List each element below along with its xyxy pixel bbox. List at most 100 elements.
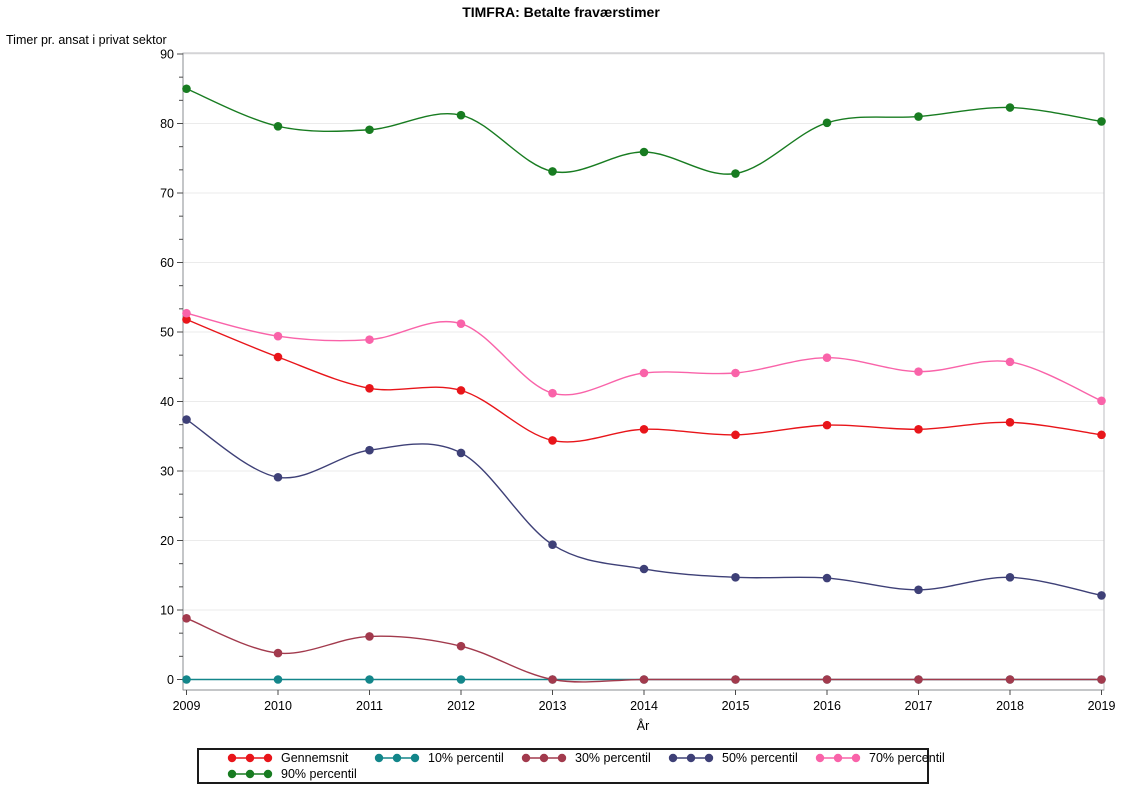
series-marker-70-percentil	[456, 319, 466, 328]
series-line-70-percentil	[186, 312, 1102, 402]
series-marker-90-percentil	[182, 84, 191, 94]
series-line-90-percentil	[186, 88, 1102, 175]
legend-label: 30% percentil	[575, 751, 651, 765]
series-marker-30-percentil	[456, 641, 466, 651]
series-marker-90-percentil	[365, 125, 374, 135]
y-tick-label: 30	[160, 465, 174, 479]
y-tick-label: 60	[160, 256, 174, 270]
series-marker-90-percentil	[822, 118, 832, 128]
series-marker-50-percentil	[548, 540, 557, 549]
y-axis-ticks: 0 10 20 30 40 50 60 70 80 90	[160, 48, 183, 687]
series-marker-70-percentil	[731, 368, 740, 378]
series-marker-30-percentil	[639, 675, 649, 684]
series-marker-90-percentil	[548, 167, 557, 176]
x-tick-label: 2012	[447, 699, 475, 713]
series-marker-10-percentil	[273, 675, 283, 684]
series-marker-10-percentil	[456, 675, 466, 684]
x-tick-label: 2011	[356, 699, 383, 713]
legend-row: Gennemsnit 10% percentil 30% percentil 50% …	[227, 750, 945, 766]
legend-label: 90% percentil	[281, 767, 357, 781]
series-marker-50-percentil	[365, 445, 374, 455]
legend-item: Gennemsnit	[227, 751, 374, 765]
series-marker-50-percentil	[731, 573, 740, 582]
series-marker-gennemsnit	[1005, 418, 1015, 427]
series-marker-gennemsnit	[639, 425, 649, 434]
legend-item: 90% percentil	[227, 767, 357, 781]
legend-item: 10% percentil	[374, 751, 521, 765]
series-marker-30-percentil	[1097, 675, 1106, 684]
legend-marker-icon	[227, 753, 273, 763]
x-tick-label: 2014	[630, 699, 658, 713]
series-marker-gennemsnit	[548, 436, 557, 445]
series-marker-90-percentil	[273, 121, 283, 131]
series-marker-70-percentil	[548, 388, 557, 398]
series-marker-90-percentil	[456, 110, 466, 120]
legend: Gennemsnit 10% percentil 30% percentil 50% …	[197, 748, 945, 784]
legend-item: 70% percentil	[815, 751, 945, 765]
series-line-30-percentil	[186, 617, 1102, 683]
legend-item: 50% percentil	[668, 751, 815, 765]
x-tick-label: 2013	[539, 699, 567, 713]
series-90-percentil	[182, 84, 1106, 178]
series-marker-gennemsnit	[914, 425, 923, 434]
series-marker-50-percentil	[639, 564, 649, 574]
legend-label: 10% percentil	[428, 751, 504, 765]
series-gennemsnit	[182, 315, 1106, 445]
legend-marker-icon	[227, 769, 273, 779]
y-tick-label: 80	[160, 117, 174, 131]
series-marker-50-percentil	[1005, 573, 1015, 582]
legend-label: 50% percentil	[722, 751, 798, 765]
series-marker-90-percentil	[731, 169, 740, 178]
series-marker-gennemsnit	[182, 315, 191, 324]
x-tick-label: 2015	[722, 699, 750, 713]
series-marker-70-percentil	[365, 335, 374, 344]
legend-label: Gennemsnit	[281, 751, 349, 765]
series-line-gennemsnit	[186, 318, 1102, 443]
series-marker-70-percentil	[182, 308, 191, 318]
legend-row: 90% percentil	[227, 766, 927, 782]
y-tick-label: 0	[167, 673, 174, 687]
series-marker-90-percentil	[914, 112, 923, 121]
y-tick-label: 40	[160, 395, 174, 409]
series-marker-50-percentil	[822, 573, 832, 583]
series-marker-30-percentil	[273, 648, 283, 658]
series-70-percentil	[182, 308, 1106, 406]
legend-item: 30% percentil	[521, 751, 668, 765]
x-tick-label: 2009	[173, 699, 201, 713]
series-marker-50-percentil	[914, 585, 923, 595]
x-tick-label: 2019	[1088, 699, 1116, 713]
series-50-percentil	[182, 415, 1106, 600]
legend-marker-icon	[374, 753, 420, 763]
series-marker-gennemsnit	[1097, 430, 1106, 440]
series-marker-gennemsnit	[273, 352, 283, 362]
series-marker-70-percentil	[914, 367, 923, 376]
series-marker-gennemsnit	[822, 420, 832, 430]
series-30-percentil	[182, 614, 1106, 684]
series-marker-90-percentil	[639, 147, 649, 157]
series-marker-50-percentil	[182, 415, 191, 424]
y-tick-label: 20	[160, 534, 174, 548]
x-tick-label: 2016	[813, 699, 841, 713]
series-marker-30-percentil	[548, 675, 557, 684]
y-tick-label: 90	[160, 48, 174, 62]
y-tick-label: 10	[160, 604, 174, 618]
series-marker-70-percentil	[639, 368, 649, 378]
series-marker-70-percentil	[1005, 357, 1015, 367]
series-marker-30-percentil	[182, 614, 191, 623]
gridlines	[183, 53, 1104, 611]
legend-marker-icon	[815, 753, 861, 763]
y-axis-title: Timer pr. ansat i privat sektor	[6, 33, 167, 47]
series-marker-10-percentil	[182, 675, 191, 684]
x-axis-title: År	[636, 719, 650, 733]
series-marker-10-percentil	[365, 675, 374, 684]
series-marker-gennemsnit	[365, 383, 374, 393]
series-marker-30-percentil	[365, 632, 374, 641]
series-marker-gennemsnit	[731, 430, 740, 440]
legend-label: 70% percentil	[869, 751, 945, 765]
legend-marker-icon	[668, 753, 714, 763]
series-marker-50-percentil	[456, 448, 466, 458]
series-marker-90-percentil	[1097, 117, 1106, 126]
y-tick-label: 70	[160, 187, 174, 201]
series-marker-70-percentil	[273, 331, 283, 341]
